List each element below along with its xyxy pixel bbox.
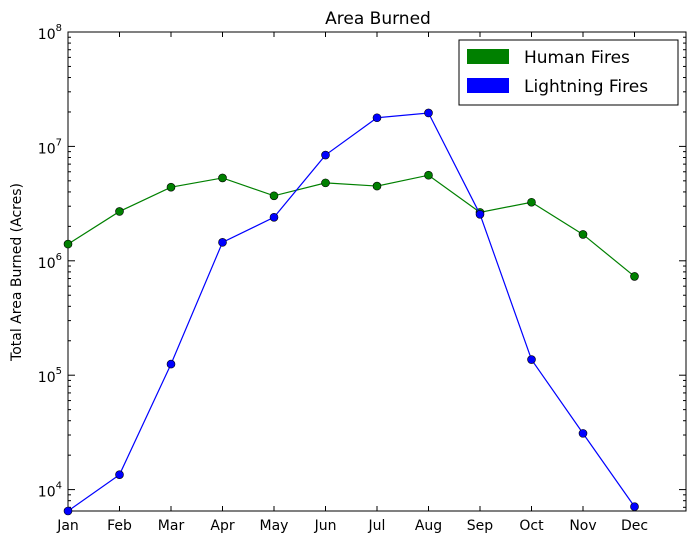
x-tick-label: Jun <box>314 518 337 534</box>
lightning-fires-point <box>630 502 639 511</box>
x-tick-label: Jan <box>56 518 79 534</box>
x-tick-label: Aug <box>415 518 442 534</box>
lightning-fires-point <box>527 355 536 364</box>
y-tick-label: 104 <box>38 481 62 501</box>
human-fires-point <box>218 173 227 183</box>
x-tick-label: Feb <box>107 518 132 534</box>
human-fires-point <box>578 230 588 239</box>
lightning-fires-point <box>475 209 485 219</box>
x-tick-label: Mar <box>158 518 185 534</box>
x-tick-label: Apr <box>210 518 234 534</box>
axes: Jan Feb Mar Apr May Jun Jul Aug Sep Oct Nov Dec 104 1… <box>38 23 686 534</box>
x-tick-label: Oct <box>519 518 544 534</box>
human-fires-point <box>63 239 73 249</box>
human-fires-line <box>67 174 635 277</box>
lightning-fires-point <box>321 150 330 160</box>
x-tick-label: Sep <box>467 518 494 534</box>
legend-label-lightning-fires: Lightning Fires <box>524 77 648 97</box>
legend-label-human-fires: Human Fires <box>524 48 630 68</box>
legend-swatch-lightning-fires <box>467 78 509 93</box>
human-fires-point <box>372 181 382 191</box>
series-layer <box>63 108 639 516</box>
y-tick-label: 105 <box>38 366 62 386</box>
human-fires-point <box>269 191 279 201</box>
lightning-fires-point <box>269 213 279 222</box>
human-fires-point <box>424 170 433 180</box>
lightning-fires-point <box>63 506 73 516</box>
x-tick-label: Nov <box>569 518 596 534</box>
human-fires-point <box>166 182 176 192</box>
lightning-fires-point <box>578 429 588 438</box>
lightning-fires-point <box>372 113 382 123</box>
human-fires-point <box>527 197 536 207</box>
human-fires-point <box>115 207 124 216</box>
y-tick-label: 106 <box>38 252 62 272</box>
legend: Human Fires Lightning Fires <box>458 39 679 106</box>
lightning-fires-point <box>424 108 433 118</box>
human-fires-point <box>321 178 330 188</box>
x-tick-label: Jul <box>368 518 386 534</box>
y-tick-label: 107 <box>38 137 62 157</box>
lightning-fires-point <box>115 470 124 479</box>
lightning-fires-point <box>166 359 176 369</box>
x-tick-label: Dec <box>621 518 648 534</box>
legend-swatch-human-fires <box>467 49 509 64</box>
lightning-fires-line <box>67 112 635 512</box>
y-axis-label: Total Area Burned (Acres) <box>9 183 25 362</box>
lightning-fires-point <box>218 238 227 247</box>
x-tick-label: May <box>260 518 289 534</box>
human-fires-point <box>630 272 639 281</box>
chart-title: Area Burned <box>325 9 431 29</box>
y-tick-label: 108 <box>38 23 62 43</box>
